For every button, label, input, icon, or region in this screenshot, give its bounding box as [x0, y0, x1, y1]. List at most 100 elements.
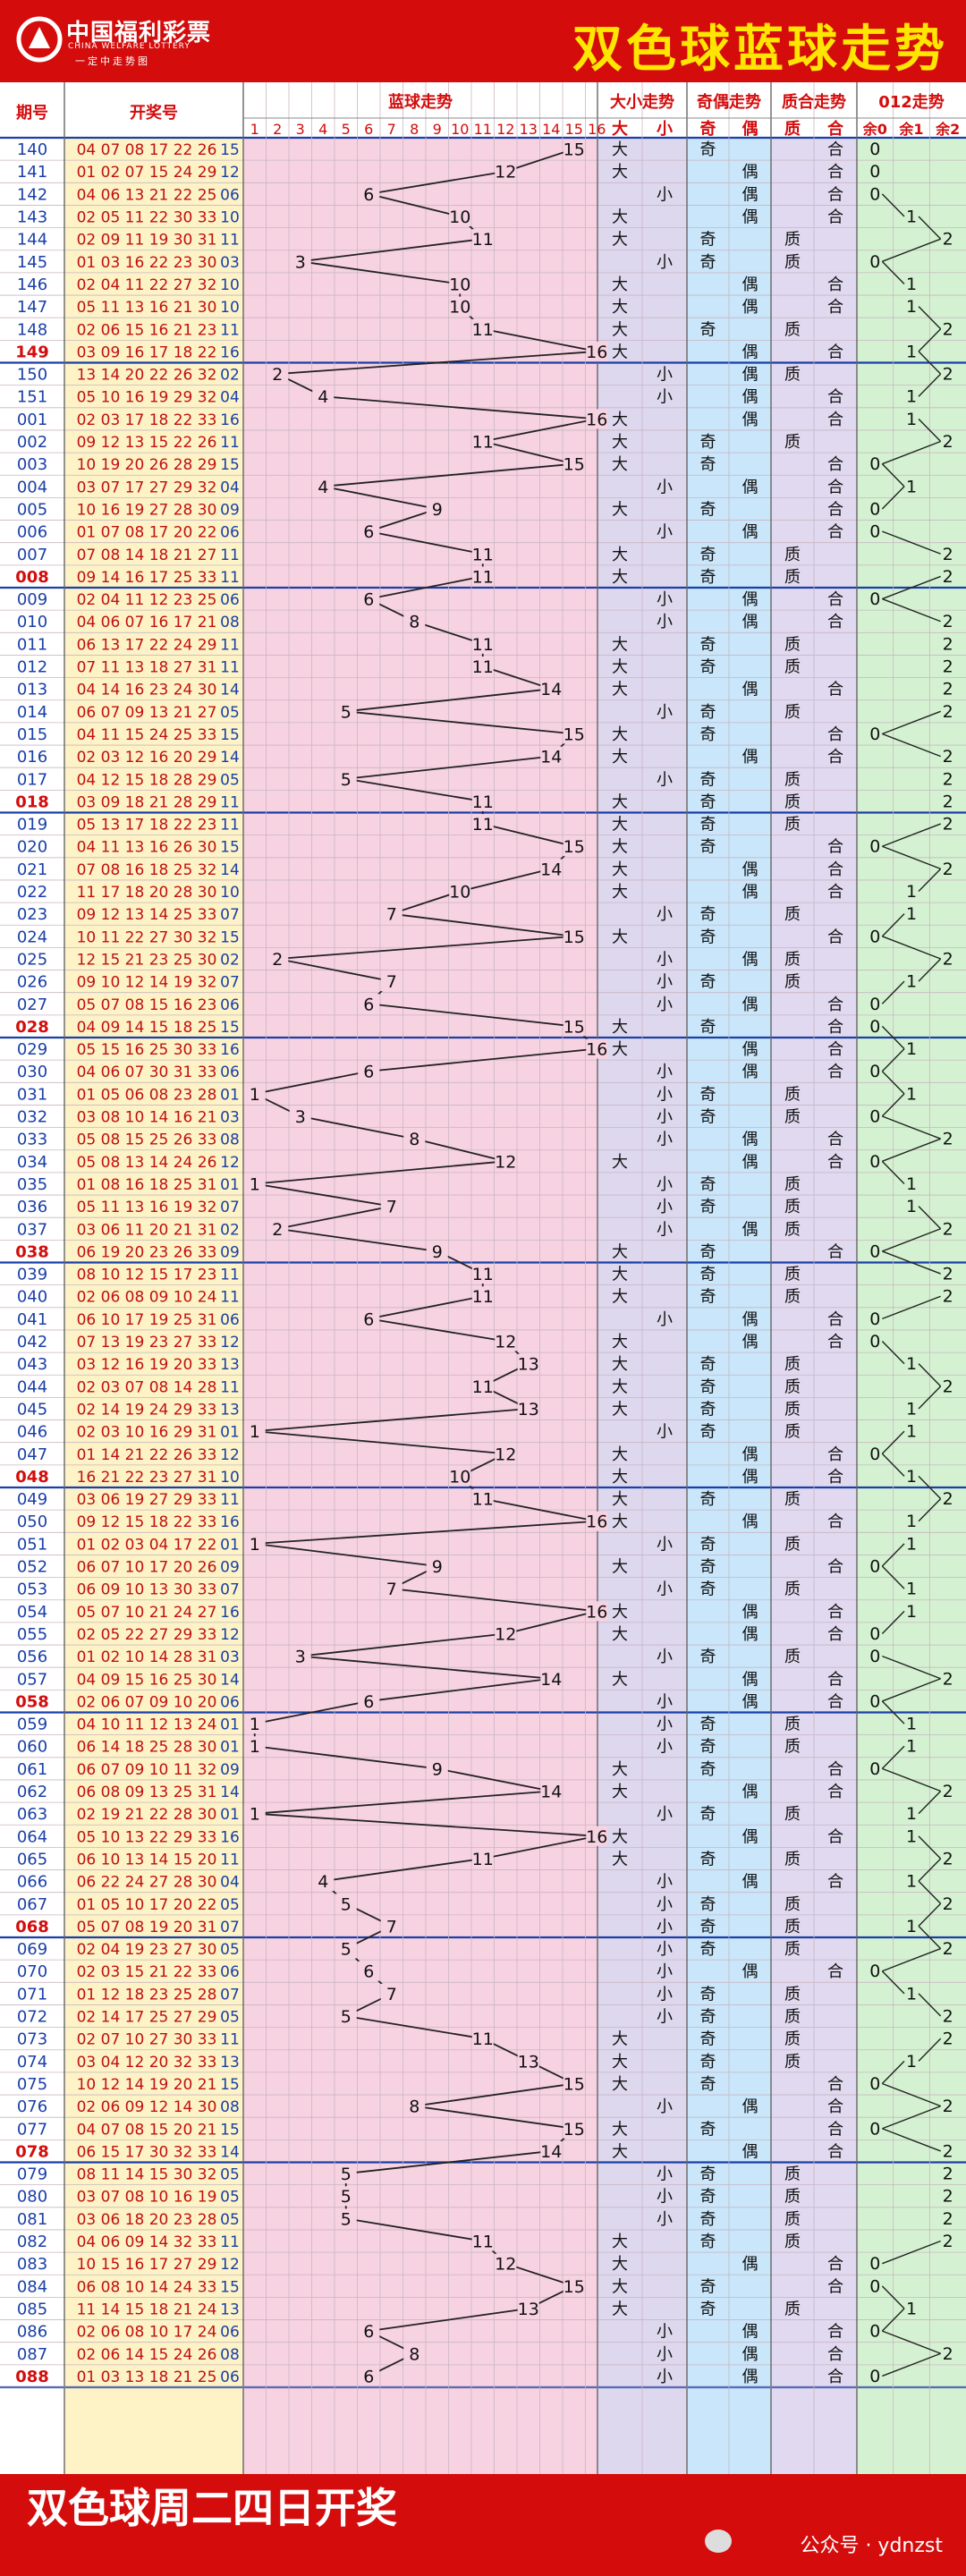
trend-point-bg: [540, 1668, 563, 1689]
red-balls-cell: 02 04 19 23 27 30: [77, 1941, 217, 1959]
size-cell: 大: [612, 1377, 628, 1396]
mod-line-segment: [882, 440, 941, 465]
trend-point-bg: [426, 1758, 448, 1779]
blue-ball-cell: 15: [220, 456, 240, 474]
prime-cell: 合: [827, 298, 843, 317]
mod-line-segment: [918, 1880, 942, 1904]
size-cell: 大: [612, 635, 628, 654]
mod-cell: 2: [943, 545, 953, 564]
mod-cell: 0: [869, 1107, 880, 1127]
parity-cell: 奇: [700, 546, 716, 564]
blue-ball-cell: 03: [220, 1109, 240, 1127]
prime-cell: 合: [827, 1063, 843, 1081]
parity-cell: 偶: [742, 950, 758, 969]
trend-point-bg: [471, 633, 494, 654]
parity-cell: 奇: [700, 2300, 716, 2318]
trend-point: 11: [472, 1265, 494, 1284]
mod-cell: 1: [906, 882, 917, 902]
size-cell: 大: [612, 658, 628, 677]
trend-point-bg: [243, 1533, 266, 1554]
trend-point-bg: [358, 1309, 380, 1329]
logo-text-cn: 中国福利彩票: [66, 20, 212, 47]
prime-cell: 合: [827, 2368, 843, 2386]
mod-line-segment: [881, 2285, 905, 2309]
mod-cell: 1: [906, 1602, 917, 1622]
parity-cell: 奇: [700, 838, 716, 857]
blue-ball-cell: 11: [220, 434, 240, 452]
parity-cell: 偶: [742, 275, 758, 294]
trend-point-bg: [471, 1286, 494, 1307]
prime-cell: 合: [827, 1513, 843, 1531]
prime-cell: 合: [827, 883, 843, 902]
trend-point: 11: [472, 1377, 494, 1397]
blue-ball-cell: 04: [220, 389, 240, 407]
red-balls-cell: 06 14 18 25 28 30: [77, 1739, 217, 1757]
blue-ball-cell: 16: [220, 1604, 240, 1622]
mod-cell: 1: [906, 1872, 917, 1892]
blue-ball-cell: 06: [220, 1063, 240, 1081]
red-balls-cell: 02 06 08 10 17 24: [77, 2324, 217, 2342]
mod-cell: 0: [869, 252, 880, 272]
mod-line-segment: [882, 2105, 941, 2130]
mod-cell: 2: [943, 2097, 953, 2116]
issue-cell: 037: [17, 1220, 47, 1239]
blue-ball-cell: 11: [220, 1851, 240, 1868]
red-balls-cell: 03 07 17 27 29 32: [77, 479, 217, 496]
parity-cell: 偶: [742, 1040, 758, 1059]
red-balls-cell: 01 05 06 08 23 28: [77, 1086, 217, 1104]
trend-point: 1: [250, 1737, 260, 1757]
size-cell: 大: [612, 208, 628, 227]
parity-cell: 奇: [700, 1738, 716, 1757]
mod-cell: 1: [906, 1984, 917, 2004]
issue-cell: 017: [17, 770, 47, 789]
trend-point-bg: [267, 948, 289, 969]
trend-point-bg: [426, 1241, 448, 1261]
red-balls-cell: 05 13 17 18 22 23: [77, 817, 217, 835]
size-cell: 小: [657, 770, 673, 789]
trend-line-segment: [369, 1677, 552, 1702]
mod-line-segment: [882, 1115, 941, 1140]
trend-col-label: 14: [542, 121, 560, 138]
issue-cell: 063: [17, 1805, 47, 1824]
prime-cell: 质: [784, 1918, 801, 1936]
mod-line-segment: [881, 1341, 905, 1365]
trend-line-segment: [254, 1070, 369, 1095]
parity-cell: 奇: [700, 2120, 716, 2139]
trend-point: 8: [409, 2344, 419, 2364]
issue-cell: 061: [17, 1760, 47, 1779]
mod-cell: 0: [869, 522, 880, 542]
prime-cell: 质: [784, 1850, 801, 1868]
trend-point: 5: [341, 2209, 352, 2229]
size-cell: 小: [657, 1738, 673, 1757]
trend-point: 13: [518, 1355, 539, 1375]
prime-cell: 合: [827, 1242, 843, 1261]
trend-point: 12: [495, 1624, 516, 1644]
mod-line-segment: [882, 710, 941, 735]
prime-cell: 合: [827, 1131, 843, 1149]
issue-cell: 074: [17, 2053, 47, 2072]
size-cell: 大: [612, 231, 628, 250]
trend-point-bg: [540, 2140, 563, 2161]
prime-cell: 合: [827, 388, 843, 407]
mod-cell: 2: [943, 1377, 953, 1396]
red-balls-cell: 06 19 20 23 26 33: [77, 1243, 217, 1261]
prime-cell: 合: [827, 523, 843, 542]
trend-point-bg: [540, 859, 563, 879]
trend-point-bg: [358, 1061, 380, 1081]
parity-cell: 偶: [742, 1220, 758, 1239]
parity-cell: 偶: [742, 523, 758, 542]
red-balls-cell: 01 08 16 18 25 31: [77, 1176, 217, 1194]
blue-ball-cell: 02: [220, 367, 240, 385]
mod-cell: 1: [906, 342, 917, 361]
mod-cell: 0: [869, 140, 880, 159]
mod-cell: 2: [943, 2007, 953, 2027]
prime-cell: 质: [784, 1985, 801, 2004]
parity-cell: 奇: [700, 320, 716, 339]
trend-point-bg: [517, 1353, 539, 1374]
red-balls-cell: 06 07 09 10 11 32: [77, 1761, 217, 1779]
prime-cell: 合: [827, 2097, 843, 2116]
prime-cell: 质: [784, 2030, 801, 2049]
trend-line-segment: [345, 2015, 483, 2040]
mod-line-segment: [882, 530, 941, 555]
red-balls-cell: 05 08 13 14 24 26: [77, 1154, 217, 1172]
